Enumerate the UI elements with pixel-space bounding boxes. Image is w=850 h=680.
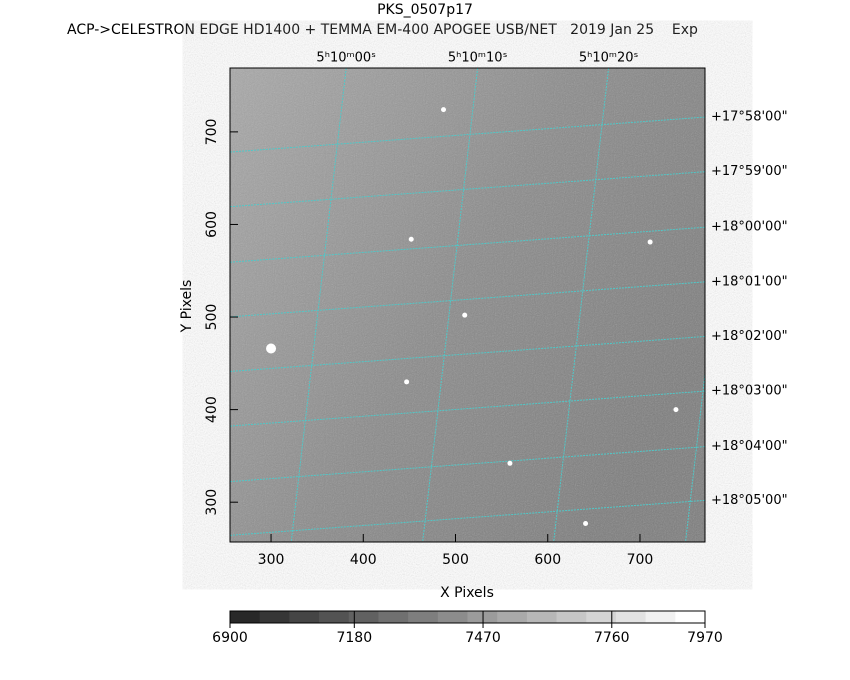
dec-grid-line bbox=[230, 390, 705, 427]
image-noise bbox=[230, 68, 705, 542]
dec-tick-label: +17°59'00" bbox=[711, 164, 788, 179]
colorbar-step bbox=[526, 611, 558, 623]
dec-grid-line bbox=[230, 281, 705, 318]
dec-grid-line bbox=[230, 446, 705, 483]
colorbar-step bbox=[645, 611, 676, 623]
star bbox=[647, 239, 653, 245]
colorbar-step bbox=[348, 611, 379, 623]
dec-grid-line bbox=[230, 335, 705, 372]
chart-subtitle: ACP->CELESTRON EDGE HD1400 + TEMMA EM-40… bbox=[67, 22, 698, 38]
x-tick-label: 500 bbox=[442, 552, 469, 568]
ra-tick-label: 5ʰ10ᵐ00ˢ bbox=[316, 51, 376, 66]
colorbar-tick-label: 6900 bbox=[212, 630, 248, 646]
dec-grid-line bbox=[230, 116, 705, 153]
colorbar-step bbox=[319, 611, 350, 623]
plot-frame bbox=[229, 67, 706, 543]
colorbar-tick-label: 7970 bbox=[687, 630, 723, 646]
colorbar-step bbox=[556, 611, 587, 623]
dec-tick-label: +18°04'00" bbox=[711, 439, 788, 454]
star bbox=[673, 407, 679, 413]
colorbar-step bbox=[230, 611, 261, 623]
colorbar-step bbox=[408, 611, 439, 623]
ra-tick-label: 5ʰ10ᵐ20ˢ bbox=[579, 51, 639, 66]
colorbar-step bbox=[437, 611, 468, 623]
colorbar-step bbox=[497, 611, 528, 623]
dec-grid-line bbox=[230, 499, 705, 536]
ra-grid-line bbox=[422, 68, 479, 542]
star bbox=[583, 520, 589, 526]
ra-grid-line bbox=[553, 68, 610, 542]
ra-grid-line bbox=[290, 68, 347, 542]
colorbar-tick-label: 7180 bbox=[336, 630, 372, 646]
star bbox=[462, 312, 468, 318]
y-axis-label: Y Pixels bbox=[179, 280, 195, 334]
dec-tick-label: +17°58'00" bbox=[711, 110, 788, 125]
chart-title: PKS_0507p17 bbox=[377, 2, 473, 18]
star bbox=[404, 379, 410, 385]
dec-tick-label: +18°00'00" bbox=[711, 220, 788, 235]
y-tick-label: 500 bbox=[204, 304, 220, 331]
y-tick-label: 700 bbox=[204, 119, 220, 146]
colorbar-step bbox=[259, 611, 290, 623]
colorbar-step bbox=[615, 611, 647, 623]
star bbox=[266, 343, 277, 354]
colorbar-step bbox=[586, 611, 617, 623]
y-tick-label: 400 bbox=[204, 396, 220, 423]
x-tick-label: 300 bbox=[258, 552, 285, 568]
dec-grid-line bbox=[230, 226, 705, 263]
star bbox=[408, 236, 414, 242]
ra-grid-line-minor bbox=[685, 369, 705, 542]
x-axis-label: X Pixels bbox=[440, 585, 494, 601]
colorbar-step bbox=[289, 611, 320, 623]
ra-grid-line-minor bbox=[28, 68, 83, 542]
star bbox=[441, 107, 447, 113]
dec-tick-label: +18°05'00" bbox=[711, 493, 788, 508]
dec-tick-label: +18°02'00" bbox=[711, 329, 788, 344]
y-tick-label: 600 bbox=[204, 211, 220, 238]
colorbar-step bbox=[675, 611, 706, 623]
dec-tick-label: +18°03'00" bbox=[711, 384, 788, 399]
colorbar-step bbox=[378, 611, 409, 623]
star bbox=[507, 460, 513, 466]
y-tick-label: 300 bbox=[204, 489, 220, 516]
colorbar: 6900 7180 7470 7760 7970 bbox=[212, 610, 723, 646]
dec-grid-line bbox=[230, 171, 705, 208]
x-tick-label: 600 bbox=[534, 552, 561, 568]
x-tick-label: 700 bbox=[627, 552, 654, 568]
ra-grid-line-minor bbox=[817, 68, 850, 542]
colorbar-tick-label: 7760 bbox=[594, 630, 630, 646]
x-tick-label: 400 bbox=[350, 552, 377, 568]
dec-tick-label: +18°01'00" bbox=[711, 274, 788, 289]
colorbar-tick-label: 7470 bbox=[465, 630, 501, 646]
ra-tick-label: 5ʰ10ᵐ10ˢ bbox=[448, 51, 508, 66]
plot-area bbox=[28, 68, 850, 542]
